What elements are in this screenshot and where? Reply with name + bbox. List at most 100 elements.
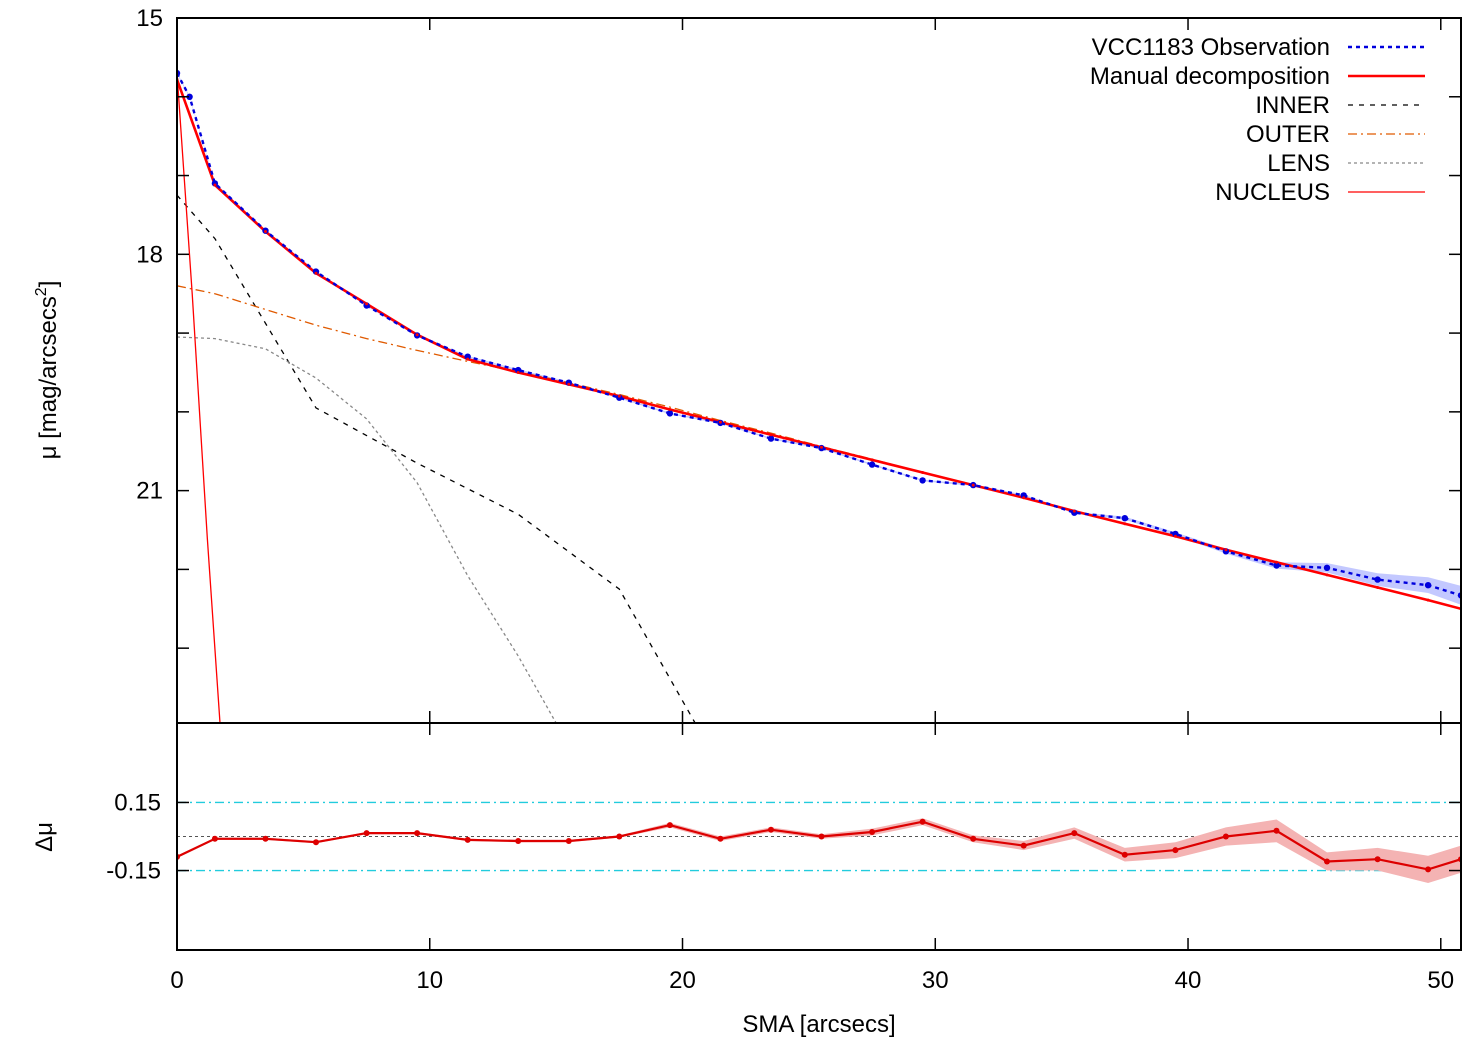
profile-y-tick-label: 15 xyxy=(136,5,163,32)
residual-y-axis-label: Δμ xyxy=(31,822,58,852)
legend-label: VCC1183 Observation xyxy=(1092,34,1330,61)
series-line-vcc1183-observation xyxy=(177,72,1461,597)
residual-point xyxy=(1071,830,1078,837)
residual-point xyxy=(1273,827,1280,834)
observation-point xyxy=(464,353,471,360)
model-point xyxy=(1123,522,1127,526)
observation-point xyxy=(186,93,193,101)
model-point xyxy=(870,458,874,462)
residual-point xyxy=(1020,842,1027,849)
model-point xyxy=(1376,586,1380,589)
residual-y-tick-label: 0.15 xyxy=(114,789,161,816)
model-point xyxy=(1325,573,1329,577)
residual-point xyxy=(464,836,471,843)
model-point xyxy=(567,382,571,386)
observation-point xyxy=(211,180,219,187)
model-point xyxy=(668,408,672,411)
residual-point xyxy=(616,833,623,840)
model-point xyxy=(415,333,419,337)
residual-error-band xyxy=(177,818,1461,883)
model-point xyxy=(516,371,520,374)
residual-point xyxy=(565,838,572,844)
model-point xyxy=(365,302,369,306)
model-point xyxy=(314,271,318,275)
observation-point xyxy=(1222,548,1230,555)
profile-y-tick-label: 18 xyxy=(136,241,163,268)
observation-point xyxy=(1424,582,1432,589)
observation-point xyxy=(1172,530,1179,538)
residual-point xyxy=(1222,833,1229,840)
observation-point xyxy=(868,461,876,468)
legend-label: NUCLEUS xyxy=(1215,179,1330,206)
residual-point xyxy=(717,835,724,842)
residual-point xyxy=(1425,866,1432,873)
observation-point xyxy=(312,268,320,275)
model-point xyxy=(1426,598,1430,602)
residual-point xyxy=(1121,851,1128,858)
observation-point xyxy=(616,394,623,401)
residual-point xyxy=(363,830,370,837)
profile-y-axis-label-main: μ [mag/arcsecs xyxy=(35,296,62,459)
residual-point xyxy=(970,835,977,842)
model-point xyxy=(1072,509,1076,513)
x-tick-label: 50 xyxy=(1427,967,1454,994)
legend-label: Manual decomposition xyxy=(1090,63,1330,90)
model-point xyxy=(213,183,217,187)
x-tick-label: 20 xyxy=(669,967,696,994)
model-point xyxy=(1022,496,1026,500)
model-point xyxy=(921,471,925,474)
residual-point xyxy=(211,835,218,842)
observation-point xyxy=(1071,509,1078,516)
residual-point xyxy=(515,838,522,844)
model-point xyxy=(264,230,267,233)
residual-ticks: 0 10 20 30 40 50 0.15 -0.15 xyxy=(106,723,1461,994)
x-tick-label: 40 xyxy=(1175,967,1202,994)
x-tick-label: 10 xyxy=(416,967,443,994)
legend-label: INNER xyxy=(1255,92,1330,119)
residual-point xyxy=(262,835,269,842)
legend-label: OUTER xyxy=(1246,121,1330,148)
residual-point xyxy=(818,833,825,840)
model-point xyxy=(971,483,975,487)
observation-point xyxy=(1273,562,1280,569)
profile-y-axis-label-exponent: 2 xyxy=(33,287,50,296)
profile-y-axis-label: μ [mag/arcsecs2] xyxy=(33,281,62,460)
residual-point xyxy=(768,826,774,833)
residual-point xyxy=(1172,847,1179,854)
model-point xyxy=(820,445,823,449)
observation-point xyxy=(767,435,775,442)
residual-point xyxy=(414,830,421,837)
residual-panel: 0 10 20 30 40 50 0.15 -0.15 Δμ SMA [arcsecs] xyxy=(31,722,1462,1038)
x-axis-label: SMA [arcsecs] xyxy=(742,1011,895,1038)
series-line-inner xyxy=(177,194,696,723)
observation-point xyxy=(363,302,370,309)
observation-point xyxy=(1374,576,1381,583)
model-point xyxy=(617,394,621,398)
residual-frame xyxy=(176,722,1462,951)
observation-point xyxy=(565,379,572,386)
observation-point xyxy=(1020,492,1027,499)
observation-point xyxy=(515,366,522,374)
observation-point xyxy=(1323,564,1331,571)
observation-point xyxy=(919,477,926,484)
residual-point xyxy=(869,829,876,835)
model-point xyxy=(769,433,773,437)
series-line-lens xyxy=(177,336,557,723)
residual-plot-area xyxy=(177,801,1461,883)
x-tick-label: 0 xyxy=(170,967,183,994)
model-point xyxy=(1224,548,1228,552)
profile-y-tick-label: 21 xyxy=(136,478,163,505)
observation-point xyxy=(1121,515,1129,522)
residual-point xyxy=(919,818,926,825)
observation-point xyxy=(666,410,674,417)
legend-label: LENS xyxy=(1267,150,1330,177)
residual-point xyxy=(313,839,319,846)
model-point xyxy=(1173,534,1177,538)
residual-y-tick-label: -0.15 xyxy=(106,858,161,885)
model-point xyxy=(466,357,470,361)
profile-ticks: 15 18 21 xyxy=(136,5,1461,723)
series-line-nucleus xyxy=(177,73,221,723)
residual-point xyxy=(1324,858,1330,865)
